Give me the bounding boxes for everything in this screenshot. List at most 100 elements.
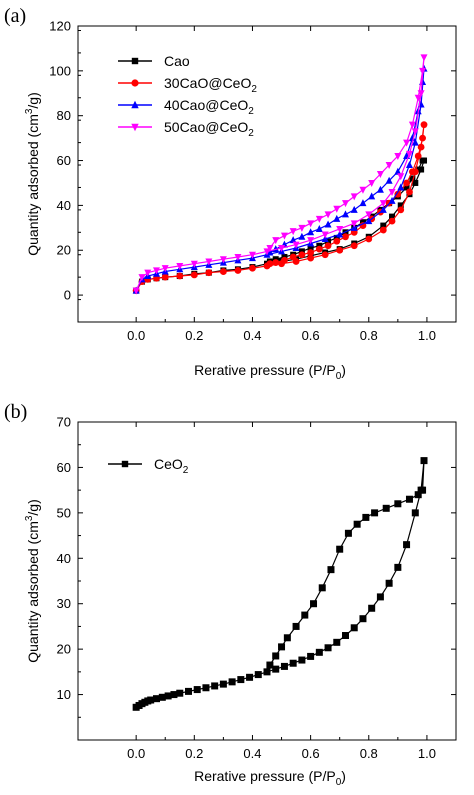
panel-a-series-3-point	[272, 237, 280, 245]
panel-a-series-0-point	[403, 184, 410, 191]
panel-a-legend-swatch-marker	[131, 123, 139, 132]
panel-b-legend: CeO2	[108, 456, 189, 476]
panel-a-series-1-point	[176, 272, 184, 280]
panel-a-series-1-point	[406, 188, 413, 196]
panel-a-series-1-point	[397, 206, 405, 214]
panel-a-series-0-point	[397, 202, 404, 209]
panel-b-series-0-point	[324, 644, 332, 652]
panel-a-series-3-point	[324, 211, 332, 219]
panel-a-label: (a)	[4, 5, 26, 27]
panel-a-series-2-point	[307, 228, 315, 236]
panel-b-series-0-point	[211, 682, 219, 690]
panel-a-series-1-point	[333, 237, 341, 245]
panel-a-series-3-point	[336, 225, 344, 233]
panel-b-series-0-point	[254, 671, 262, 679]
panel-b-series-0-point	[318, 584, 326, 592]
panel-a-series-3-point	[333, 205, 341, 213]
panel-a-series-2-point	[394, 167, 402, 175]
panel-a-series-1-point	[307, 249, 315, 256]
panel-b-series-0-point	[414, 491, 422, 499]
panel-a-series-3-line	[135, 57, 425, 291]
panel-a-y-axis-label: Quantity adsorbed (cm3/g)	[24, 92, 41, 256]
panel-a-legend-label: 30CaO@CeO2	[164, 75, 257, 95]
panel-b-series-0-point	[298, 656, 306, 664]
panel-a-series-2-point	[368, 192, 376, 200]
panel-b-series-0-point	[219, 680, 227, 688]
panel-a: (a) 0.0 0.2 0.4 0.6 0.8 1.0 0 20 40 60 80 100 120 Ca…	[4, 5, 457, 382]
panel-a-series-3-point	[397, 173, 405, 181]
panel-a-series-2-line	[135, 68, 425, 291]
panel-a-series-2-point	[315, 224, 323, 232]
panel-b-x-tick-label: 1.0	[418, 746, 436, 761]
panel-a-y-tick-label: 0	[64, 288, 71, 303]
panel-a-series-3-point	[350, 193, 358, 201]
panel-a-series-2-point	[365, 217, 373, 225]
panel-a-y-tick-label: 80	[57, 108, 71, 123]
panel-a-ticks: 0.0 0.2 0.4 0.6 0.8 1.0 0 20 40 60 80 100 120	[49, 19, 456, 343]
panel-b-y-tick-label: 60	[57, 460, 71, 475]
panel-a-series-1-point	[249, 264, 256, 272]
panel-b-x-tick-label: 0.6	[302, 746, 320, 761]
panel-b-series-0-point	[301, 611, 309, 619]
panel-a-legend-label: Cao	[164, 53, 190, 69]
panel-a-series-3-point	[307, 220, 315, 228]
panel-a-series-1-point	[342, 233, 349, 241]
panel-b-series-0-point	[403, 541, 411, 549]
panel-a-series-3-point	[278, 245, 286, 252]
panel-a-legend-item-0: Cao	[118, 53, 190, 69]
panel-a-series-3-point	[321, 231, 329, 239]
panel-a-series-2-point	[324, 220, 332, 228]
panel-b: (b) 0.0 0.2 0.4 0.6 0.8 1.0 10 20 30 40 50 60 70 CeO…	[4, 401, 457, 788]
panel-a-series-2-point	[388, 196, 396, 204]
panel-a-series-1-point	[379, 226, 387, 234]
panel-a-series-3-point	[234, 253, 242, 261]
panel-a-series-1-point	[289, 253, 297, 261]
panel-a-series-1-point	[359, 222, 367, 229]
panel-a-series-0-point	[380, 222, 387, 229]
panel-b-series-0-point	[336, 545, 344, 553]
panel-a-series-group	[132, 54, 428, 295]
panel-a-series-3-point	[365, 211, 373, 219]
panel-b-series-0-point	[246, 673, 254, 681]
panel-a-series-3-point	[138, 274, 146, 282]
panel-b-plot-frame	[77, 421, 457, 741]
panel-b-series-0-point	[289, 659, 297, 667]
panel-b-series-0-point	[419, 486, 427, 494]
panel-a-series-3-point	[190, 260, 198, 268]
panel-a-legend-item-2: 40Cao@CeO2	[118, 97, 254, 117]
panel-a-series-2-point	[379, 205, 387, 213]
panel-a-x-tick-label: 1.0	[418, 328, 436, 343]
panel-a-series-1-point	[324, 242, 332, 250]
panel-b-series-0-point	[385, 579, 393, 587]
panel-a-series-3-point	[388, 188, 396, 196]
panel-b-series-0-point	[170, 691, 178, 699]
panel-a-legend-item-3: 50Cao@CeO2	[118, 119, 254, 139]
panel-b-series-0-point	[164, 692, 172, 700]
panel-b-series-0-point	[315, 648, 323, 656]
panel-a-series-1-point	[388, 217, 396, 225]
panel-a-y-tick-label: 60	[57, 153, 71, 168]
panel-a-series-0-point	[307, 245, 314, 251]
panel-b-series-0-point	[382, 504, 390, 512]
panel-b-series-0-point	[411, 509, 419, 517]
panel-a-series-3-point	[219, 256, 227, 264]
panel-a-series-1-point	[234, 267, 242, 274]
panel-a-series-2-point	[405, 161, 413, 169]
panel-b-series-0-point	[342, 632, 350, 640]
panel-b-series-0-point	[327, 566, 335, 574]
panel-a-series-1-point	[414, 152, 422, 160]
panel-a-series-3-point	[280, 232, 288, 240]
panel-a-series-1-point	[417, 143, 425, 151]
panel-b-series-0-point	[153, 695, 161, 703]
panel-a-series-1-point	[161, 273, 169, 281]
panel-b-y-tick-label: 30	[57, 596, 71, 611]
panel-a-legend-label: 50Cao@CeO2	[164, 119, 254, 139]
panel-a-series-3-point	[420, 54, 428, 62]
panel-b-series-0-point	[307, 652, 315, 660]
panel-a-series-1-point	[281, 256, 288, 264]
panel-b-series-0-point	[147, 696, 155, 704]
panel-b-x-axis-label: Rerative pressure (P/P0)	[194, 768, 346, 788]
panel-a-x-tick-label: 0.4	[243, 328, 261, 343]
panel-b-y-tick-label: 10	[57, 687, 71, 702]
